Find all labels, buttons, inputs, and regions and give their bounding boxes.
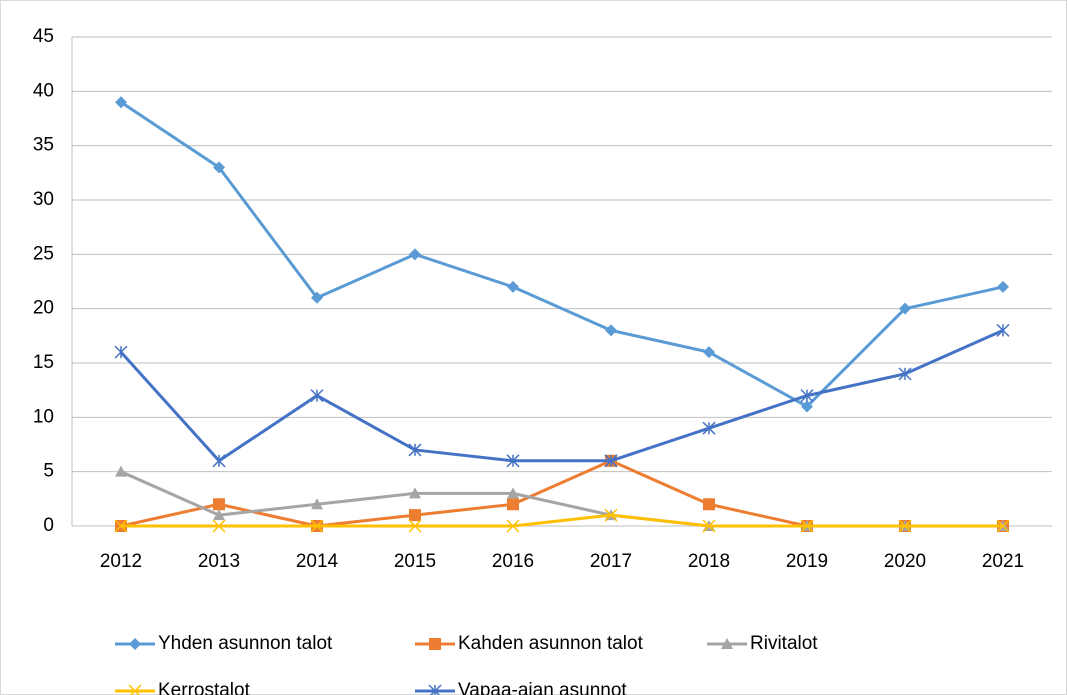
y-tick-label: 10	[33, 406, 54, 427]
data-point	[507, 280, 519, 293]
data-point	[409, 509, 421, 522]
y-tick-label: 40	[33, 80, 54, 101]
data-point	[702, 421, 716, 435]
legend-label: Vapaa-ajan asunnot	[458, 680, 627, 695]
x-tick-label: 2016	[492, 551, 534, 572]
data-point	[114, 519, 128, 533]
legend-label: Kerrostalot	[158, 680, 251, 695]
data-point	[114, 345, 128, 359]
data-point	[213, 498, 225, 511]
data-point	[898, 519, 912, 533]
x-tick-label: 2018	[688, 551, 730, 572]
data-point	[311, 291, 323, 304]
data-point	[605, 324, 617, 337]
y-tick-label: 35	[33, 135, 54, 156]
legend-marker	[721, 638, 733, 649]
data-point	[996, 323, 1010, 337]
legend-marker	[429, 638, 441, 650]
data-point	[996, 519, 1010, 533]
data-point	[408, 519, 422, 533]
y-tick-label: 5	[43, 461, 54, 482]
data-point	[604, 508, 618, 522]
data-point	[702, 519, 716, 533]
x-tick-label: 2017	[590, 551, 632, 572]
data-point	[507, 498, 519, 511]
data-point	[997, 280, 1009, 293]
legend-label: Kahden asunnon talot	[458, 633, 644, 654]
data-point	[800, 519, 814, 533]
series-line	[119, 329, 1004, 463]
x-tick-label: 2015	[394, 551, 436, 572]
data-point	[703, 498, 715, 511]
data-point	[507, 487, 519, 499]
data-point	[408, 443, 422, 457]
x-tick-label: 2021	[982, 551, 1024, 572]
data-point	[310, 519, 324, 533]
y-tick-label: 15	[33, 352, 54, 373]
legend-marker	[129, 638, 141, 650]
data-point	[115, 96, 127, 109]
y-tick-label: 25	[33, 243, 54, 264]
data-point	[213, 509, 225, 521]
data-point	[115, 465, 127, 477]
series-line	[121, 513, 1003, 528]
data-point	[310, 389, 324, 403]
data-point	[604, 454, 618, 468]
data-point	[311, 498, 323, 510]
data-point	[801, 400, 813, 413]
series-line	[120, 100, 1004, 408]
data-point	[703, 346, 715, 359]
data-point	[409, 248, 421, 261]
data-point	[212, 454, 226, 468]
data-point	[213, 161, 225, 174]
data-point	[409, 487, 421, 499]
x-tick-label: 2014	[296, 551, 339, 572]
legend-label: Yhden asunnon talot	[158, 633, 333, 654]
data-point	[899, 302, 911, 315]
x-tick-label: 2019	[786, 551, 828, 572]
y-tick-label: 30	[33, 189, 54, 210]
data-point	[506, 519, 520, 533]
x-tick-label: 2012	[100, 551, 142, 572]
legend-label: Rivitalot	[750, 633, 818, 654]
data-point	[898, 367, 912, 381]
data-point	[506, 454, 520, 468]
x-tick-label: 2013	[198, 551, 240, 572]
y-tick-label: 45	[33, 26, 54, 47]
x-tick-label: 2020	[884, 551, 926, 572]
legend-marker	[128, 684, 142, 695]
data-point	[212, 519, 226, 533]
y-tick-label: 0	[43, 515, 54, 536]
data-point	[800, 389, 814, 403]
legend-marker	[428, 684, 442, 695]
y-tick-label: 20	[33, 298, 54, 319]
